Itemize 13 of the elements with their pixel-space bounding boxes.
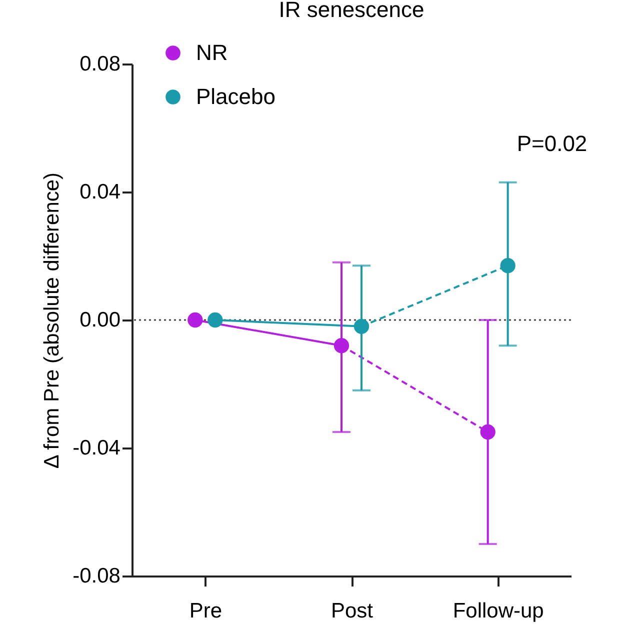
x-tick-label: Post xyxy=(330,600,374,622)
legend-label: Placebo xyxy=(196,84,276,109)
y-tick-label: 0.08 xyxy=(80,52,120,76)
y-tick-label: 0.00 xyxy=(80,308,120,332)
chart-title: IR senescence xyxy=(278,0,424,22)
x-tick-label: Pre xyxy=(189,600,222,622)
y-tick-label: -0.04 xyxy=(72,436,121,460)
y-tick-label: 0.04 xyxy=(80,180,121,204)
y-axis-title: Δ from Pre (absolute difference) xyxy=(40,172,64,469)
legend-label: NR xyxy=(196,40,228,65)
annotation: P=0.02 xyxy=(516,131,588,156)
x-tick-label: Follow-up xyxy=(452,600,544,622)
y-tick-label: -0.08 xyxy=(72,564,120,588)
